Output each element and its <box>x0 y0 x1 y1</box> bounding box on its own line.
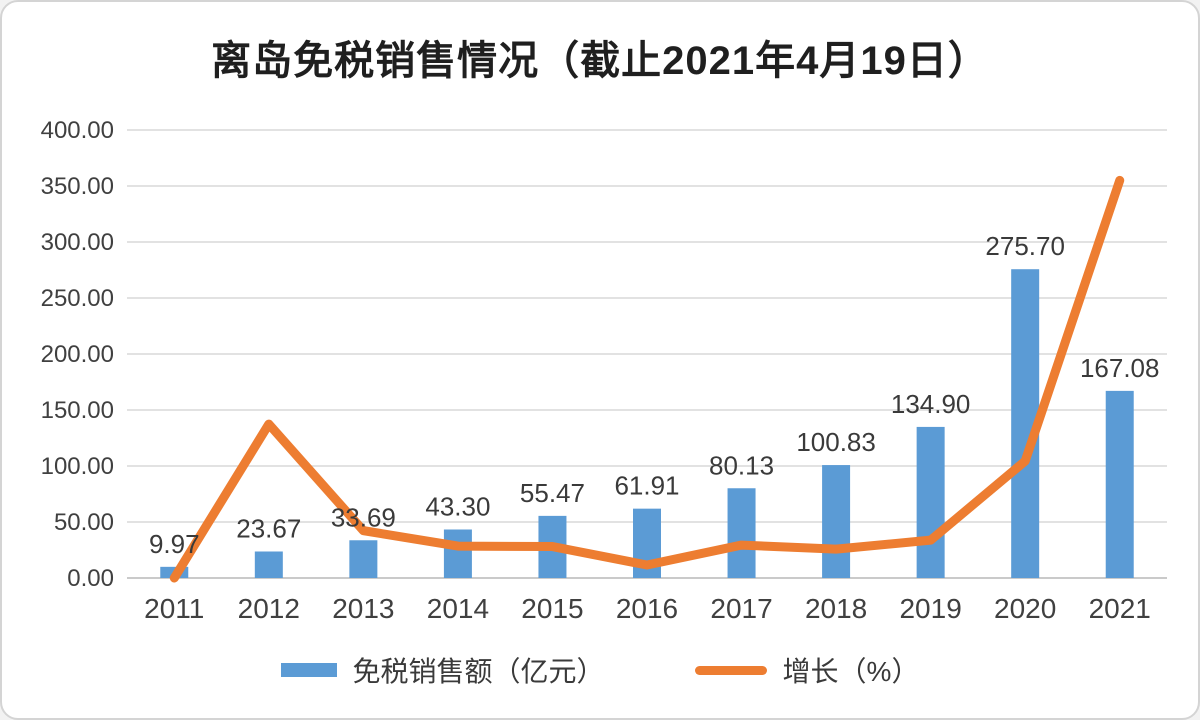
y-tick-label: 400.00 <box>41 117 114 144</box>
x-tick-label-2019: 2019 <box>899 593 961 624</box>
bar-2013 <box>349 540 378 578</box>
legend-item-sales: 免税销售额（亿元） <box>280 650 605 690</box>
growth-line <box>169 175 1125 583</box>
y-tick-label: 100.00 <box>41 453 114 480</box>
bar-data-label-2016: 61.91 <box>614 471 679 501</box>
bar-data-label-2021: 167.08 <box>1080 353 1160 383</box>
y-tick-label: 200.00 <box>41 341 114 368</box>
x-tick-label-2017: 2017 <box>710 593 772 624</box>
bar-2021 <box>1105 390 1134 578</box>
bar-data-label-2013: 33.69 <box>331 502 396 532</box>
bar-data-label-2020: 275.70 <box>985 231 1065 261</box>
x-tick-label-2016: 2016 <box>616 593 678 624</box>
chart-legend: 免税销售额（亿元） 增长（%） <box>2 650 1198 690</box>
bar-2012 <box>254 551 283 578</box>
bar-data-label-2014: 43.30 <box>425 492 490 522</box>
y-tick-label: 350.00 <box>41 173 114 200</box>
bar-2017 <box>727 488 756 578</box>
bar-2019 <box>916 426 945 578</box>
legend-item-growth: 增长（%） <box>694 650 920 690</box>
y-tick-label: 300.00 <box>41 229 114 256</box>
y-tick-label: 0.00 <box>67 565 114 592</box>
x-tick-label-2018: 2018 <box>805 593 867 624</box>
legend-line-label: 增长（%） <box>782 656 920 687</box>
bar-2018 <box>822 465 851 578</box>
bar-data-label-2018: 100.83 <box>796 427 876 457</box>
bar-data-label-2015: 55.47 <box>520 478 585 508</box>
x-tick-label-2021: 2021 <box>1089 593 1151 624</box>
chart-title: 离岛免税销售情况（截止2021年4月19日） <box>211 39 989 83</box>
legend-bar-swatch <box>280 663 337 677</box>
x-tick-label-2013: 2013 <box>332 593 394 624</box>
legend-line-swatch <box>694 665 767 675</box>
x-tick-label-2015: 2015 <box>521 593 583 624</box>
bar-2014 <box>443 529 472 578</box>
bar-data-label-2012: 23.67 <box>236 513 301 543</box>
x-tick-label-2011: 2011 <box>144 593 204 624</box>
y-tick-label: 250.00 <box>41 285 114 312</box>
bar-data-label-2017: 80.13 <box>709 450 774 480</box>
x-tick-label-2012: 2012 <box>238 593 300 624</box>
x-tick-label-2020: 2020 <box>994 593 1056 624</box>
bar-data-label-2019: 134.90 <box>891 389 971 419</box>
x-tick-label-2014: 2014 <box>427 593 489 624</box>
bar-data-label-2011: 9.97 <box>149 529 200 559</box>
legend-bar-label: 免税销售额（亿元） <box>352 656 605 687</box>
y-tick-label: 150.00 <box>41 397 114 424</box>
y-tick-label: 50.00 <box>54 509 114 536</box>
